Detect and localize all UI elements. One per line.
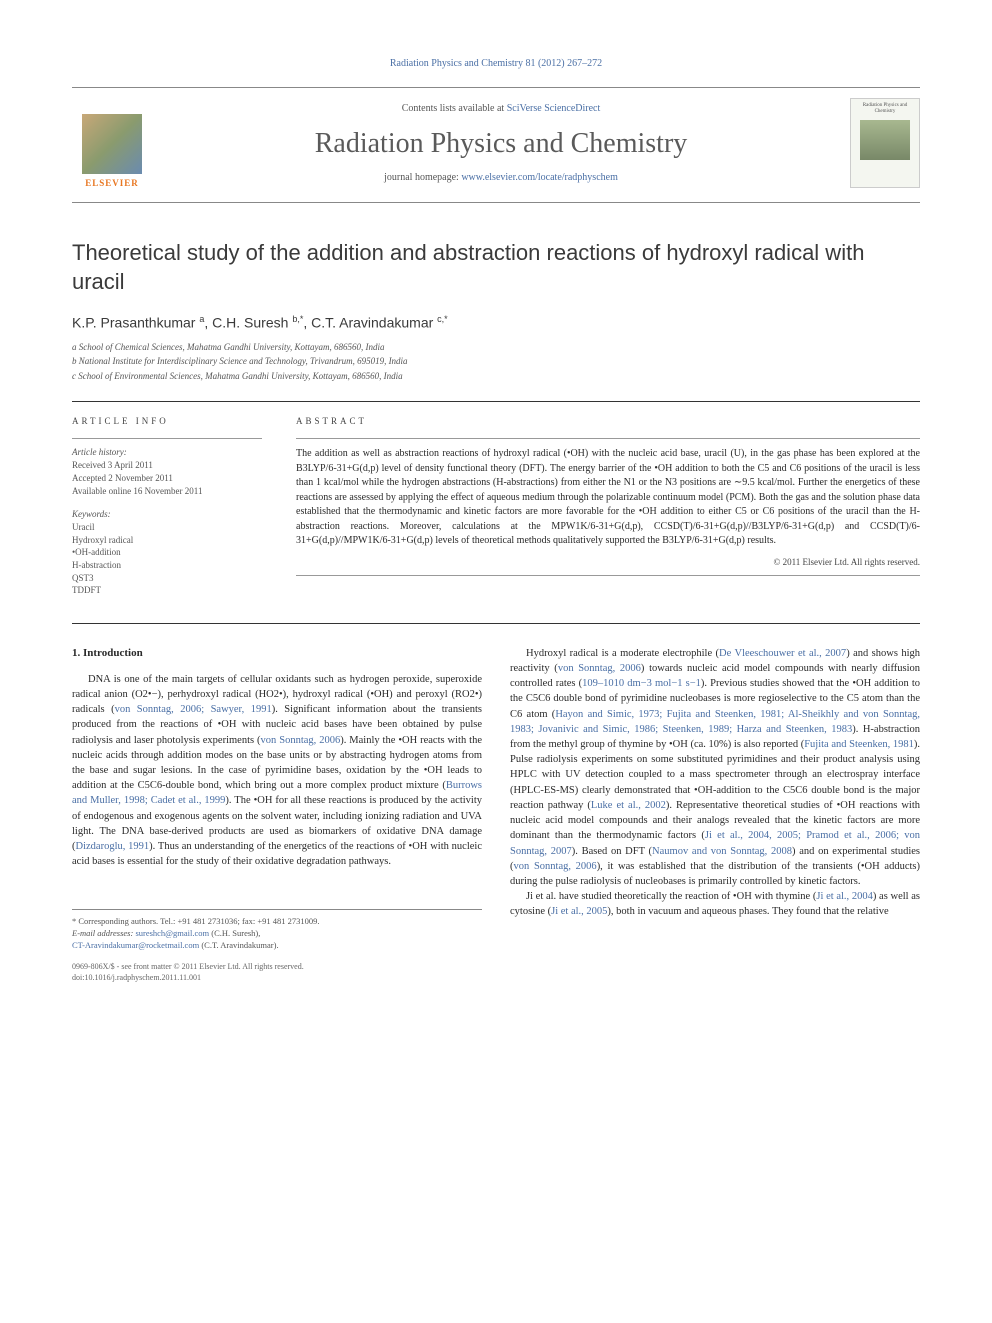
history-accepted: Accepted 2 November 2011	[72, 472, 262, 485]
affiliation-b: b National Institute for Interdisciplina…	[72, 355, 920, 369]
intro-p3: Ji et al. have studied theoretically the…	[510, 889, 920, 919]
authors-line: K.P. Prasanthkumar a, C.H. Suresh b,*, C…	[72, 314, 920, 331]
abstract-col: ABSTRACT The addition as well as abstrac…	[296, 401, 920, 596]
keyword-1: Hydroxyl radical	[72, 534, 262, 547]
column-right: Hydroxyl radical is a moderate electroph…	[510, 646, 920, 983]
keyword-2: •OH-addition	[72, 546, 262, 559]
sciencedirect-link[interactable]: SciVerse ScienceDirect	[507, 103, 601, 114]
history-received: Received 3 April 2011	[72, 459, 262, 472]
email-2-name: (C.T. Aravindakumar).	[199, 940, 278, 950]
elsevier-tree-icon	[82, 114, 142, 174]
history-online: Available online 16 November 2011	[72, 485, 262, 498]
homepage-line: journal homepage: www.elsevier.com/locat…	[152, 172, 850, 183]
homepage-prefix: journal homepage:	[384, 172, 461, 183]
cover-image-icon	[860, 120, 910, 160]
email-label: E-mail addresses:	[72, 928, 135, 938]
citation-line: Radiation Physics and Chemistry 81 (2012…	[72, 58, 920, 69]
journal-cover-thumb: Radiation Physics and Chemistry	[850, 98, 920, 188]
email-2-link[interactable]: CT-Aravindakumar@rocketmail.com	[72, 940, 199, 950]
column-left: 1. Introduction DNA is one of the main t…	[72, 646, 482, 983]
corresponding-authors: * Corresponding authors. Tel.: +91 481 2…	[72, 916, 482, 928]
affiliation-c: c School of Environmental Sciences, Maha…	[72, 370, 920, 384]
journal-name: Radiation Physics and Chemistry	[152, 128, 850, 160]
banner-center: Contents lists available at SciVerse Sci…	[152, 103, 850, 183]
doi-line: doi:10.1016/j.radphyschem.2011.11.001	[72, 973, 482, 983]
email-line-2: CT-Aravindakumar@rocketmail.com (C.T. Ar…	[72, 940, 482, 952]
abstract-text: The addition as well as abstraction reac…	[296, 447, 920, 549]
publisher-logo-block: ELSEVIER	[72, 98, 152, 188]
article-title: Theoretical study of the addition and ab…	[72, 239, 920, 296]
email-1-name: (C.H. Suresh),	[209, 928, 260, 938]
keyword-3: H-abstraction	[72, 559, 262, 572]
contents-line: Contents lists available at SciVerse Sci…	[152, 103, 850, 114]
publication-info: 0969-806X/$ - see front matter © 2011 El…	[72, 962, 482, 983]
publisher-name: ELSEVIER	[85, 178, 139, 188]
contents-prefix: Contents lists available at	[402, 103, 507, 114]
journal-banner: ELSEVIER Contents lists available at Sci…	[72, 87, 920, 203]
affiliations: a School of Chemical Sciences, Mahatma G…	[72, 341, 920, 384]
history-label: Article history:	[72, 447, 262, 457]
body-columns: 1. Introduction DNA is one of the main t…	[72, 623, 920, 983]
homepage-link[interactable]: www.elsevier.com/locate/radphyschem	[461, 172, 618, 183]
front-matter-line: 0969-806X/$ - see front matter © 2011 El…	[72, 962, 482, 972]
intro-p2: Hydroxyl radical is a moderate electroph…	[510, 646, 920, 890]
keyword-0: Uracil	[72, 521, 262, 534]
keywords-label: Keywords:	[72, 509, 262, 519]
intro-p1: DNA is one of the main targets of cellul…	[72, 672, 482, 870]
email-1-link[interactable]: sureshch@gmail.com	[135, 928, 209, 938]
info-abstract-row: ARTICLE INFO Article history: Received 3…	[72, 401, 920, 596]
keyword-4: QST3	[72, 572, 262, 585]
intro-heading: 1. Introduction	[72, 646, 482, 662]
cover-title: Radiation Physics and Chemistry	[855, 103, 915, 114]
abstract-copyright: © 2011 Elsevier Ltd. All rights reserved…	[296, 557, 920, 567]
article-info-col: ARTICLE INFO Article history: Received 3…	[72, 401, 262, 596]
footer-block: * Corresponding authors. Tel.: +91 481 2…	[72, 909, 482, 982]
article-info-label: ARTICLE INFO	[72, 416, 262, 426]
email-line: E-mail addresses: sureshch@gmail.com (C.…	[72, 928, 482, 940]
keyword-5: TDDFT	[72, 584, 262, 597]
abstract-label: ABSTRACT	[296, 416, 920, 426]
citation-link[interactable]: Radiation Physics and Chemistry 81 (2012…	[390, 58, 602, 69]
affiliation-a: a School of Chemical Sciences, Mahatma G…	[72, 341, 920, 355]
